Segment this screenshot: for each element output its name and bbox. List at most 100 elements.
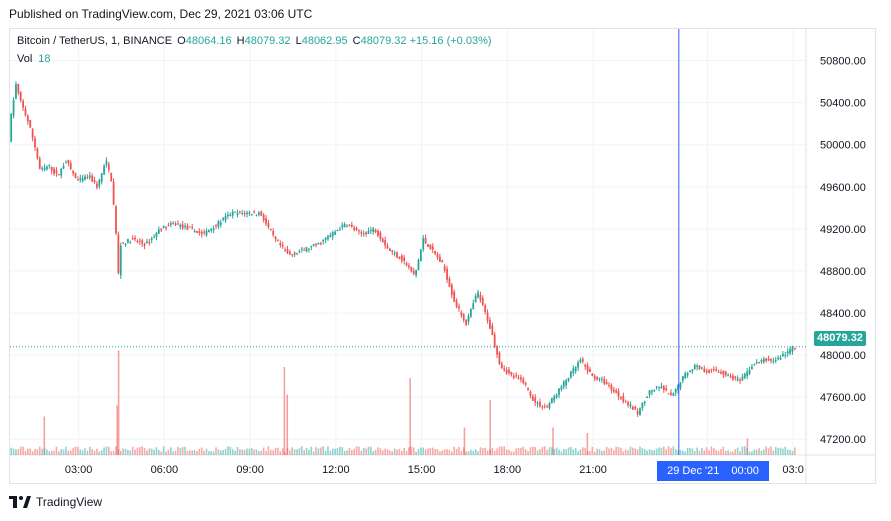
volume-bar bbox=[136, 447, 139, 455]
candle-body bbox=[558, 388, 560, 395]
volume-bar bbox=[327, 446, 329, 455]
candle-body bbox=[203, 231, 206, 233]
candle-body bbox=[167, 225, 170, 227]
candle-body bbox=[243, 213, 246, 215]
volume-bar bbox=[262, 447, 265, 455]
volume-bar bbox=[415, 451, 417, 455]
candle-body bbox=[689, 370, 691, 372]
candle-body bbox=[772, 360, 775, 362]
candle-body bbox=[734, 376, 737, 379]
volume-bar bbox=[198, 448, 201, 455]
candle-body bbox=[322, 239, 325, 242]
candle-body bbox=[624, 401, 627, 403]
volume-bar bbox=[250, 448, 253, 455]
candle-body bbox=[38, 158, 41, 169]
candle-body bbox=[450, 284, 453, 296]
candle-body bbox=[355, 227, 358, 230]
volume-bar bbox=[236, 447, 239, 455]
volume-bar bbox=[577, 451, 579, 455]
volume-bar bbox=[379, 448, 382, 455]
volume-bar bbox=[189, 450, 191, 455]
volume-key: Vol bbox=[17, 53, 33, 65]
volume-bar bbox=[391, 451, 394, 455]
volume-bar bbox=[119, 450, 122, 455]
volume-spike bbox=[286, 394, 289, 455]
candle-body bbox=[260, 211, 263, 216]
candle-body bbox=[36, 148, 39, 159]
candle-body bbox=[600, 378, 603, 380]
candle-body bbox=[93, 180, 96, 183]
volume-bar bbox=[231, 449, 234, 455]
volume-spike bbox=[463, 427, 466, 455]
candle-body bbox=[200, 231, 203, 235]
candle-body bbox=[207, 229, 210, 233]
volume-bar bbox=[277, 447, 279, 455]
volume-bar bbox=[267, 446, 270, 455]
candle-body bbox=[117, 234, 120, 273]
candle-body bbox=[484, 305, 487, 313]
volume-bar bbox=[46, 449, 48, 455]
candle-body bbox=[150, 238, 153, 241]
candle-body bbox=[522, 378, 525, 384]
volume-bar bbox=[636, 449, 639, 455]
candle-body bbox=[508, 369, 510, 373]
volume-bar bbox=[167, 449, 170, 455]
time-tick-label: 06:00 bbox=[151, 464, 179, 476]
volume-bar bbox=[377, 447, 379, 455]
candle-body bbox=[217, 220, 220, 227]
volume-bar bbox=[553, 448, 556, 455]
volume-bar bbox=[22, 446, 24, 455]
volume-bar bbox=[222, 450, 224, 455]
candle-body bbox=[308, 248, 310, 250]
volume-bar bbox=[741, 446, 744, 455]
volume-bar bbox=[100, 450, 103, 455]
volume-bar bbox=[370, 446, 372, 455]
last-price-tag: 48079.32 bbox=[814, 331, 866, 346]
volume-bar bbox=[698, 450, 701, 455]
volume-bar bbox=[532, 446, 534, 455]
candle-body bbox=[479, 294, 482, 301]
candle-body bbox=[439, 256, 441, 262]
candle-body bbox=[162, 225, 165, 228]
candle-body bbox=[670, 392, 672, 395]
volume-bar bbox=[567, 447, 570, 455]
volume-bar bbox=[774, 447, 777, 455]
candle-body bbox=[143, 243, 146, 246]
candle-body bbox=[472, 303, 475, 310]
candle-body bbox=[591, 373, 594, 376]
candle-body bbox=[219, 222, 222, 225]
candle-body bbox=[446, 268, 448, 280]
volume-bar bbox=[470, 449, 472, 455]
volume-bar bbox=[227, 446, 229, 455]
candle-body bbox=[531, 395, 534, 401]
volume-bar bbox=[584, 447, 587, 455]
volume-bar bbox=[346, 450, 348, 455]
volume-bar bbox=[134, 449, 136, 455]
volume-bar bbox=[279, 451, 282, 455]
volume-bar bbox=[582, 447, 584, 455]
volume-bar bbox=[389, 450, 391, 455]
volume-bar bbox=[148, 448, 151, 455]
candle-body bbox=[112, 181, 115, 205]
candle-body bbox=[496, 346, 498, 355]
volume-bar bbox=[755, 449, 758, 455]
tradingview-logo[interactable]: TradingView bbox=[9, 495, 102, 509]
candle-body bbox=[724, 371, 727, 376]
candle-body bbox=[319, 242, 322, 244]
volume-bar bbox=[672, 446, 675, 455]
candle-body bbox=[65, 162, 67, 164]
volume-bar bbox=[632, 447, 634, 455]
candle-body bbox=[672, 393, 675, 396]
candle-body bbox=[26, 115, 29, 122]
volume-bar bbox=[274, 447, 277, 455]
candle-body bbox=[693, 365, 696, 370]
price-chart[interactable]: 50800.00 50400.00 50000.00 49600.00 49200.00… bbox=[10, 29, 876, 484]
volume-bar bbox=[448, 450, 451, 455]
candle-body bbox=[765, 358, 768, 361]
candle-body bbox=[193, 231, 196, 233]
volume-bar bbox=[341, 447, 344, 455]
volume-bar bbox=[322, 446, 325, 455]
candle-body bbox=[755, 362, 758, 364]
volume-bar bbox=[653, 450, 656, 455]
volume-bar bbox=[93, 450, 96, 455]
